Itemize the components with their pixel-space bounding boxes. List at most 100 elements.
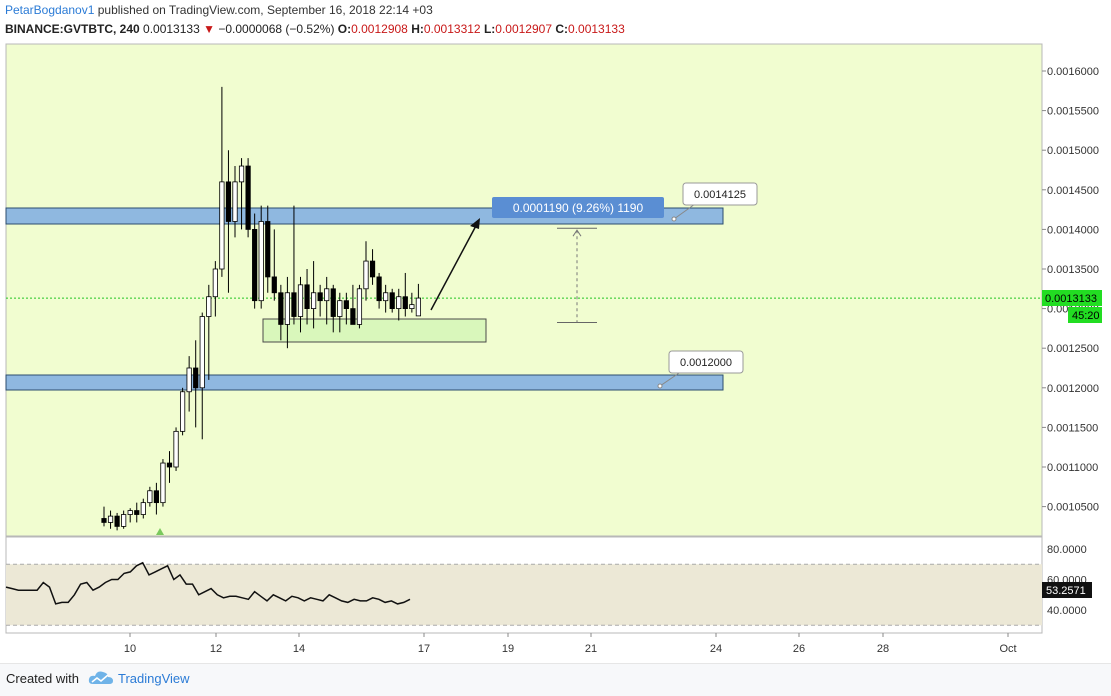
candle[interactable] [238,158,245,230]
price-tick-label: 0.0011500 [1047,422,1098,434]
low-value: 0.0012907 [495,22,553,36]
support-zone[interactable] [5,374,724,391]
price-tick-label: 0.0013500 [1047,264,1099,276]
candle[interactable] [140,498,146,519]
candle[interactable] [127,508,133,523]
candle[interactable] [153,482,159,515]
candle[interactable] [134,502,140,523]
published-text: published on TradingView.com, September … [94,3,433,17]
candle[interactable] [383,284,389,313]
open-value: 0.0012908 [351,22,408,36]
candle[interactable] [337,292,343,333]
time-tick-label: 12 [210,643,222,655]
time-tick-label: 21 [585,643,597,655]
candle[interactable] [193,340,199,428]
time-tick-label: 17 [418,643,430,655]
candle[interactable] [179,387,186,436]
candle[interactable] [147,486,153,507]
time-axis[interactable]: 10 12 14 17 19 21 24 26 28 Oct [124,633,1017,655]
ohlc-legend: BINANCE:GVTBTC, 240 0.0013133 ▼ −0.00000… [5,22,625,36]
callout-lower-label: 0.0012000 [680,357,732,369]
countdown-value: 45:20 [1072,310,1100,322]
price-tick-label: 0.0014000 [1047,224,1099,236]
candle[interactable] [258,205,264,309]
candle[interactable] [356,284,363,329]
time-tick-label: 19 [502,643,514,655]
trend-arrow[interactable] [430,221,479,311]
candle[interactable] [291,205,297,325]
tradingview-cloud-icon[interactable] [88,669,114,687]
measure-arrow-icon [572,229,582,237]
candle[interactable] [186,356,192,412]
last-price: 0.0013133 [143,22,200,36]
price-tick-label: 0.0011000 [1047,462,1098,474]
low-label: L: [483,22,496,36]
time-tick-label: Oct [999,643,1016,655]
candle[interactable] [271,229,277,301]
tradingview-link[interactable]: TradingView [118,671,190,686]
callout-upper[interactable]: 0.0014125 [671,182,758,222]
current-price-tag: 0.0013133 45:20 [1042,290,1102,323]
rsi-line [5,561,411,605]
candles[interactable] [101,86,422,531]
price-range-tool[interactable]: 0.0001190 (9.26%) 1190 [492,197,664,323]
candle[interactable] [409,292,415,313]
candle[interactable] [173,427,179,471]
measure-label: 0.0001190 (9.26%) 1190 [513,201,644,215]
price-axis[interactable]: 0.0016000 0.0015500 0.0015000 0.0014500 0.00… [1042,66,1099,514]
price-tick-label: 0.0016000 [1047,66,1099,78]
candle[interactable] [107,510,114,529]
price-chart[interactable]: 0.0001190 (9.26%) 1190 0.0014125 0.00120… [0,0,1111,663]
symbol-label: BINANCE:GVTBTC, 240 [5,22,140,36]
candle[interactable] [166,451,173,483]
created-with-text: Created with [6,671,79,686]
candle[interactable] [114,512,120,531]
candle[interactable] [219,86,225,277]
candle[interactable] [101,506,107,527]
candle[interactable] [343,292,349,325]
price-tick-label: 0.0012000 [1047,383,1099,395]
candle[interactable] [206,284,212,380]
candle[interactable] [350,284,356,325]
candle[interactable] [389,288,395,313]
candle[interactable] [297,276,304,333]
high-label: H: [411,22,424,36]
candle[interactable] [160,459,166,507]
callout-upper-label: 0.0014125 [694,189,746,201]
candle[interactable] [278,284,284,341]
rsi-value-tag: 53.2571 [1042,582,1092,598]
rsi-tag-value: 53.2571 [1046,585,1086,597]
candle[interactable] [304,269,310,325]
candle[interactable] [396,288,402,321]
candle[interactable] [199,312,205,440]
candle[interactable] [232,166,238,238]
price-tick-label: 0.0015500 [1047,106,1099,118]
candle[interactable] [310,261,317,329]
time-tick-label: 10 [124,643,136,655]
candle[interactable] [121,510,127,529]
candle[interactable] [330,284,336,333]
author-link[interactable]: PetarBogdanov1 [5,3,95,17]
candle[interactable] [415,283,422,317]
price-tick-label: 0.0015000 [1047,145,1099,157]
candle[interactable] [225,150,232,293]
candle[interactable] [317,284,323,317]
consolidation-zone[interactable] [262,318,487,343]
candle[interactable] [212,261,218,317]
candle[interactable] [265,205,271,293]
candle[interactable] [324,276,330,325]
close-value: 0.0013133 [568,22,625,36]
candle[interactable] [402,272,408,317]
callout-lower[interactable]: 0.0012000 [657,350,744,389]
candle[interactable] [369,249,376,285]
candle[interactable] [245,158,251,238]
arrow-head-icon [470,218,480,229]
time-tick-label: 28 [877,643,889,655]
footer: Created with TradingView [0,663,1111,696]
candle[interactable] [363,241,369,301]
candle[interactable] [252,213,258,309]
candle[interactable] [284,276,291,349]
main-pane[interactable] [5,43,1043,537]
candle[interactable] [376,272,382,309]
